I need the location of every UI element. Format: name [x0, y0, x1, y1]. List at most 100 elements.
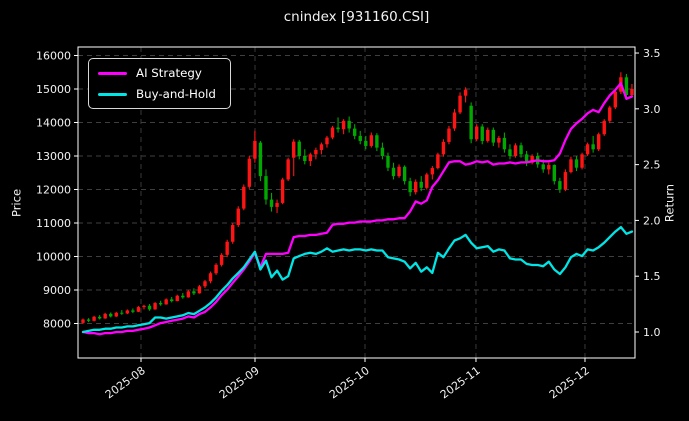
- candle-body: [347, 120, 351, 129]
- legend[interactable]: AI Strategy Buy-and-Hold: [88, 58, 231, 109]
- x-tick-label: 2025-10: [327, 364, 372, 402]
- candle-body: [386, 156, 390, 168]
- candle-body: [208, 273, 213, 282]
- ai-strategy-line-swatch: [98, 71, 127, 75]
- candle-body: [197, 286, 202, 294]
- candle-body: [136, 307, 141, 312]
- candle-body: [103, 313, 107, 319]
- candle-body: [86, 319, 91, 321]
- y2-tick-label: 2.0: [643, 214, 661, 227]
- candle-body: [109, 313, 113, 317]
- candle-body: [463, 89, 468, 96]
- candle-body: [380, 147, 385, 157]
- candle-body: [430, 168, 435, 175]
- candle-body: [402, 166, 407, 182]
- candle-body: [125, 310, 130, 314]
- candle-body: [325, 137, 329, 145]
- legend-item-ai-strategy[interactable]: AI Strategy: [98, 66, 216, 80]
- candle-body: [330, 127, 335, 138]
- y-tick-label: 9000: [43, 284, 71, 297]
- candle-body: [92, 316, 96, 321]
- candle-body: [580, 154, 584, 168]
- candle-body: [563, 172, 568, 190]
- candle-body: [530, 156, 534, 163]
- candle-body: [596, 134, 601, 150]
- candle-body: [192, 291, 196, 294]
- candle-body: [358, 135, 362, 141]
- legend-item-buy-and-hold[interactable]: Buy-and-Hold: [98, 87, 216, 101]
- y-tick-label: 12000: [36, 184, 71, 197]
- candle-body: [574, 159, 579, 168]
- candle-body: [397, 166, 401, 177]
- candle-body: [319, 144, 324, 150]
- x-tick-label: 2025-11: [438, 364, 483, 402]
- candle-body: [186, 291, 191, 298]
- candle-body: [364, 140, 368, 146]
- y2-tick-label: 3.0: [643, 103, 661, 116]
- axes-spines: [77, 46, 636, 359]
- buy-and-hold-line: [81, 225, 634, 334]
- candle-body: [502, 137, 507, 150]
- candle-body: [408, 181, 412, 193]
- candle-body: [231, 225, 235, 242]
- candle-body: [508, 149, 512, 157]
- candle-body: [225, 241, 229, 255]
- candle-body: [258, 142, 263, 177]
- candle-body: [375, 135, 379, 148]
- candle-body: [447, 128, 451, 142]
- candle-body: [153, 303, 157, 310]
- candle-body: [142, 305, 146, 308]
- candle-body: [97, 316, 102, 319]
- candle-body: [164, 299, 168, 305]
- candle-body: [175, 295, 179, 302]
- candle-body: [436, 154, 440, 169]
- candle-body: [81, 319, 85, 323]
- candle-body: [608, 107, 612, 121]
- candle-body: [341, 120, 346, 130]
- candle-body: [308, 154, 313, 162]
- x-tick-label: 2025-09: [217, 364, 262, 402]
- candle-body: [269, 199, 274, 207]
- candle-body: [624, 77, 629, 96]
- candle-body: [236, 208, 240, 226]
- candle-body: [585, 144, 590, 155]
- candle-body: [474, 126, 479, 140]
- candle-body: [630, 89, 634, 96]
- chart-title: cnindex [931160.CSI]: [283, 9, 430, 25]
- candle-body: [452, 112, 457, 129]
- candle-body: [547, 165, 551, 170]
- candle-body: [297, 141, 301, 157]
- candle-body: [480, 126, 484, 141]
- candle-body: [214, 264, 218, 274]
- candle-body: [120, 312, 124, 314]
- candle-body: [280, 179, 285, 203]
- candle-body: [519, 145, 523, 155]
- candle-body: [181, 295, 185, 298]
- candle-body: [524, 154, 529, 163]
- legend-label-ai-strategy: AI Strategy: [136, 66, 202, 80]
- candle-body: [413, 181, 418, 193]
- y-tick-label: 16000: [36, 50, 71, 63]
- y-tick-label: 11000: [36, 217, 71, 230]
- candle-body: [170, 299, 174, 302]
- candle-body: [613, 91, 618, 108]
- candle-body: [391, 167, 396, 177]
- candle-body: [203, 281, 207, 287]
- y-tick-label: 15000: [36, 83, 71, 96]
- candle-body: [602, 120, 606, 135]
- candle-body: [219, 254, 224, 265]
- candle-body: [591, 144, 595, 150]
- candle-body: [541, 164, 545, 170]
- candle-body: [441, 141, 446, 155]
- candle-body: [158, 303, 163, 305]
- legend-label-buy-and-hold: Buy-and-Hold: [136, 87, 216, 101]
- candle-body: [114, 312, 118, 317]
- x-tick-label: 2025-08: [103, 364, 148, 402]
- y2-tick-label: 1.0: [643, 326, 661, 339]
- candle-body: [264, 176, 268, 200]
- candle-body: [569, 159, 573, 173]
- candle-body: [552, 165, 557, 182]
- candle-body: [497, 137, 501, 143]
